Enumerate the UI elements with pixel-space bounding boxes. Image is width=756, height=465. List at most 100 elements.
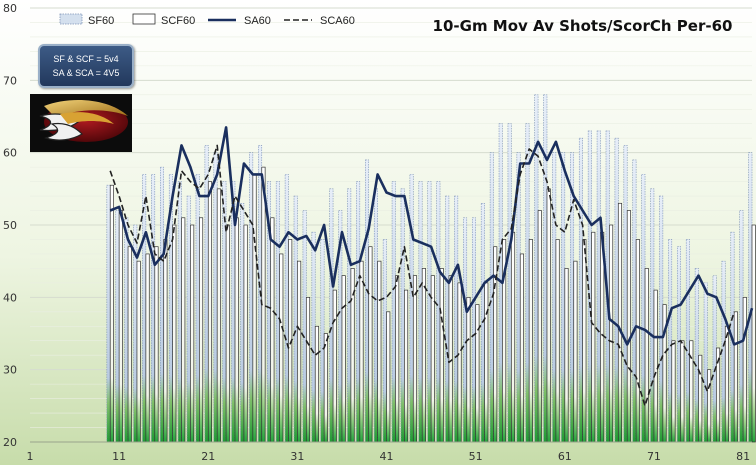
scf60-bar bbox=[243, 224, 248, 443]
sf60-bar bbox=[534, 94, 539, 443]
sf60-bar bbox=[659, 195, 664, 443]
scf60-bar bbox=[635, 239, 640, 443]
scf60-bar bbox=[707, 369, 712, 443]
y-tick-label: 50 bbox=[3, 219, 17, 232]
sf60-bar bbox=[578, 137, 583, 443]
x-tick-label: 11 bbox=[112, 450, 126, 463]
scf60-bar bbox=[412, 275, 418, 443]
sf60-bar bbox=[391, 181, 396, 443]
info-box: SF & SCF = 5v4 SA & SCA = 4V5 bbox=[38, 44, 134, 88]
sf60-bar bbox=[115, 210, 120, 443]
sca60-line bbox=[109, 144, 735, 407]
sf60-bar bbox=[418, 181, 423, 443]
sf60-bar bbox=[275, 181, 280, 443]
y-tick-label: 20 bbox=[3, 436, 17, 449]
scf60-bar bbox=[439, 268, 444, 443]
scf60-bar bbox=[341, 275, 346, 443]
sf60-bar bbox=[668, 239, 673, 443]
sf60-bar bbox=[284, 174, 289, 443]
sf60-bar bbox=[552, 152, 557, 443]
scf60-bar bbox=[421, 268, 426, 443]
sf60-bar bbox=[213, 152, 218, 443]
sf60-bar bbox=[543, 94, 548, 443]
sf60-bar bbox=[356, 181, 361, 443]
lines bbox=[109, 126, 754, 407]
sf60-bar bbox=[186, 195, 191, 443]
x-tick-label: 81 bbox=[736, 450, 750, 463]
scf60-bar bbox=[484, 282, 489, 443]
y-tick-label: 60 bbox=[3, 147, 17, 160]
sf60-bar bbox=[623, 145, 628, 443]
scf60-bar bbox=[225, 224, 230, 443]
scf60-bar bbox=[145, 253, 150, 443]
sf60-bar bbox=[712, 275, 717, 443]
scf60-bar bbox=[305, 296, 311, 443]
sf60-bar bbox=[302, 210, 307, 443]
legend: SF60 SCF60 SA60 SCA60 bbox=[59, 13, 355, 27]
sf60-bar bbox=[721, 260, 726, 443]
x-tick-label: 61 bbox=[558, 450, 572, 463]
scf60-bar bbox=[519, 253, 524, 443]
scf60-bar bbox=[466, 296, 471, 443]
scf60-bar bbox=[154, 246, 159, 443]
chart-title: 10-Gm Mov Av Shots/ScorCh Per-60 bbox=[432, 17, 733, 35]
scf60-bar bbox=[457, 282, 462, 443]
sf60-bar bbox=[124, 217, 129, 443]
sf60-bar bbox=[106, 184, 111, 443]
sf60-bar bbox=[329, 188, 334, 443]
sf60-bar bbox=[445, 195, 450, 443]
sf60-bar bbox=[694, 268, 699, 443]
sf60-legend-label: SF60 bbox=[88, 15, 114, 27]
scf60-bar bbox=[172, 224, 177, 443]
scf60-bar bbox=[555, 239, 560, 443]
scf60-bar bbox=[386, 311, 391, 443]
scf60-bar bbox=[199, 217, 204, 443]
sf60-bar bbox=[650, 188, 655, 443]
sf60-bar bbox=[249, 152, 254, 443]
sf60-bar bbox=[471, 217, 476, 443]
scf60-bar bbox=[724, 325, 729, 443]
sf60-bar bbox=[177, 181, 182, 443]
scf60-bar bbox=[609, 224, 614, 443]
scf60-bar bbox=[528, 239, 533, 443]
scf60-bar bbox=[742, 296, 747, 443]
sf60-bar bbox=[204, 145, 209, 443]
sf60-bar bbox=[463, 217, 468, 443]
sf60-bar bbox=[632, 159, 637, 443]
sf60-bar bbox=[293, 195, 298, 443]
scf60-bar bbox=[234, 217, 239, 443]
sf60-bar bbox=[311, 231, 316, 443]
scf60-bar bbox=[109, 184, 114, 443]
sf60-bar bbox=[677, 246, 681, 443]
scf60-bar bbox=[279, 253, 284, 443]
scf60-bar bbox=[163, 239, 168, 443]
y-tick-label: 40 bbox=[3, 291, 17, 304]
x-tick-label: 31 bbox=[290, 450, 304, 463]
scf60-bar bbox=[332, 289, 337, 443]
sf60-bar bbox=[561, 152, 566, 443]
sf60-bar bbox=[525, 123, 530, 443]
scf60-bar bbox=[181, 217, 186, 443]
scf60-bar bbox=[430, 275, 435, 443]
scf60-bar bbox=[190, 224, 195, 443]
scf60-bar bbox=[564, 268, 569, 443]
scf60-bar bbox=[448, 275, 453, 443]
scf60-bar bbox=[207, 181, 213, 443]
scf60-bar bbox=[680, 340, 685, 443]
sf60-bar bbox=[373, 188, 378, 443]
scf60-bar bbox=[404, 289, 409, 443]
scf60-bar bbox=[270, 217, 275, 443]
scf60-bar bbox=[653, 289, 658, 443]
sf60-bar bbox=[748, 152, 753, 443]
sf60-bar bbox=[338, 210, 343, 443]
scf60-bar bbox=[591, 231, 596, 443]
sf60-bar bbox=[382, 239, 387, 443]
sf60-bar bbox=[427, 181, 432, 443]
sf60-bar bbox=[142, 174, 147, 443]
sf60-bar bbox=[409, 174, 414, 443]
sa60-legend-label: SA60 bbox=[244, 15, 271, 27]
sf60-bar bbox=[320, 239, 325, 443]
grid bbox=[30, 7, 752, 443]
sf60-bar bbox=[195, 174, 200, 443]
